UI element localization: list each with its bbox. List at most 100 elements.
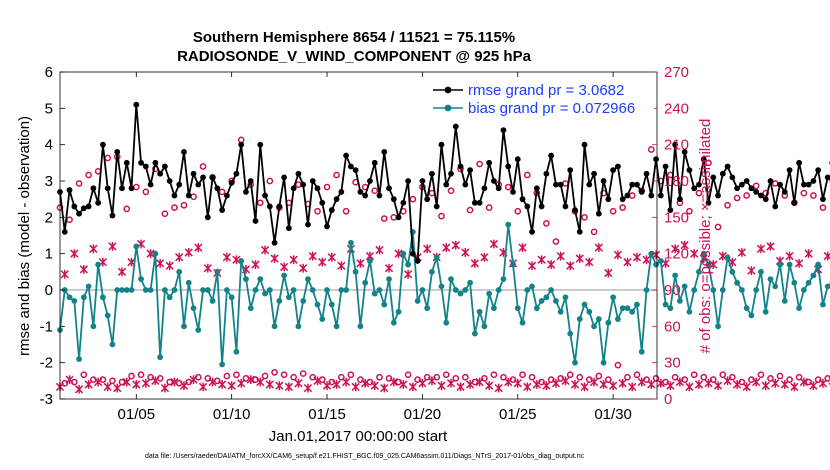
y-left-tick-label: -3 <box>40 391 53 408</box>
rmse-point <box>572 207 578 213</box>
rmse-point <box>820 196 826 203</box>
rmse-point <box>800 181 807 188</box>
bias-point <box>676 298 683 304</box>
obs-possible-point <box>647 146 655 153</box>
bias-point <box>548 287 555 293</box>
obs-possible-point <box>752 182 760 190</box>
x-tick-label: 01/30 <box>594 406 632 423</box>
bias-point <box>557 308 564 315</box>
obs-possible-point <box>733 194 741 202</box>
obs-assimilated-point <box>356 258 365 268</box>
bias-point <box>529 283 535 290</box>
obs-assimilated-point <box>647 380 656 389</box>
obs-possible-point <box>214 377 221 385</box>
bias-point <box>634 301 640 308</box>
obs-possible-point <box>342 207 350 215</box>
rmse-point <box>324 223 330 230</box>
obs-possible-point <box>795 373 803 381</box>
rmse-point <box>481 185 488 192</box>
plot-frame <box>59 71 658 400</box>
rmse-point <box>514 156 521 163</box>
rmse-point <box>824 174 830 181</box>
rmse-point <box>433 203 440 210</box>
obs-assimilated-point <box>265 380 274 389</box>
obs-possible-point <box>61 379 69 387</box>
obs-assimilated-point <box>394 249 403 259</box>
bias-point <box>800 287 807 293</box>
legend-entry-bias: bias grand pr = 0.072966 <box>433 100 635 117</box>
obs-possible-point <box>557 375 565 382</box>
obs-possible-point <box>99 376 107 383</box>
rmse-point <box>634 181 640 188</box>
obs-possible-point <box>199 163 207 170</box>
bias-point <box>209 298 216 304</box>
bias-point <box>271 323 278 330</box>
rmse-point <box>791 199 798 206</box>
rmse-point <box>262 192 268 199</box>
obs-assimilated-point <box>670 244 680 254</box>
obs-possible-point <box>438 212 445 220</box>
bias-point <box>514 305 521 312</box>
y-right-tick-label: 240 <box>664 100 689 117</box>
bias-point <box>638 348 645 355</box>
rmse-point <box>629 181 636 188</box>
rmse-point <box>600 178 607 184</box>
rmse-point <box>333 196 340 203</box>
obs-assimilated-point <box>742 382 751 392</box>
bias-point <box>791 279 798 286</box>
obs-possible-point <box>519 371 526 379</box>
obs-possible-point <box>609 207 617 215</box>
obs-possible-point <box>337 373 345 381</box>
obs-assimilated-point <box>713 381 723 391</box>
obs-assimilated-point <box>694 380 704 389</box>
bias-point <box>276 298 283 304</box>
obs-possible-point <box>528 373 536 381</box>
obs-assimilated-point <box>766 242 775 251</box>
rmse-point <box>538 203 545 210</box>
obs-assimilated-point <box>203 263 212 273</box>
rmse-point <box>162 163 168 170</box>
rmse-point <box>281 174 288 181</box>
rmse-point <box>409 250 416 257</box>
bias-point <box>376 287 383 293</box>
obs-possible-point <box>442 371 450 379</box>
obs-possible-point <box>805 378 812 386</box>
bias-point <box>367 258 373 264</box>
rmse-point <box>300 181 307 188</box>
bias-point <box>243 276 249 282</box>
rmse-point <box>452 123 459 130</box>
rmse-point <box>734 185 741 192</box>
bias-point <box>76 356 82 362</box>
obs-possible-point <box>280 371 288 379</box>
rmse-point <box>352 167 359 174</box>
obs-assimilated-point <box>165 261 174 271</box>
obs-assimilated-point <box>403 269 413 279</box>
obs-assimilated-point <box>117 267 127 277</box>
rmse-point <box>557 181 564 188</box>
obs-assimilated-point <box>446 378 456 388</box>
bias-point <box>295 323 302 330</box>
bias-point <box>486 290 493 297</box>
obs-assimilated-point <box>756 244 766 254</box>
bias-point <box>572 359 578 366</box>
rmse-point <box>467 167 473 174</box>
obs-assimilated-point <box>146 249 155 259</box>
bias-point <box>815 261 822 268</box>
obs-assimilated-point <box>79 265 88 274</box>
rmse-point <box>228 179 235 186</box>
obs-assimilated-point <box>222 252 232 262</box>
y-right-tick-label: 270 <box>664 64 689 81</box>
rmse-point <box>710 174 717 181</box>
bias-point <box>681 283 688 290</box>
x-axis-label: Jan.01,2017 00:00:00 start <box>269 428 448 445</box>
rmse-point <box>357 189 364 195</box>
bias-point <box>347 239 354 246</box>
y-left-tick-label: 6 <box>45 64 53 81</box>
bias-point <box>95 261 102 268</box>
obs-possible-point <box>614 361 622 369</box>
bias-point <box>715 323 721 330</box>
bias-point <box>462 287 469 293</box>
bias-point <box>300 298 307 304</box>
bias-point <box>786 261 793 268</box>
obs-possible-point <box>128 372 135 380</box>
